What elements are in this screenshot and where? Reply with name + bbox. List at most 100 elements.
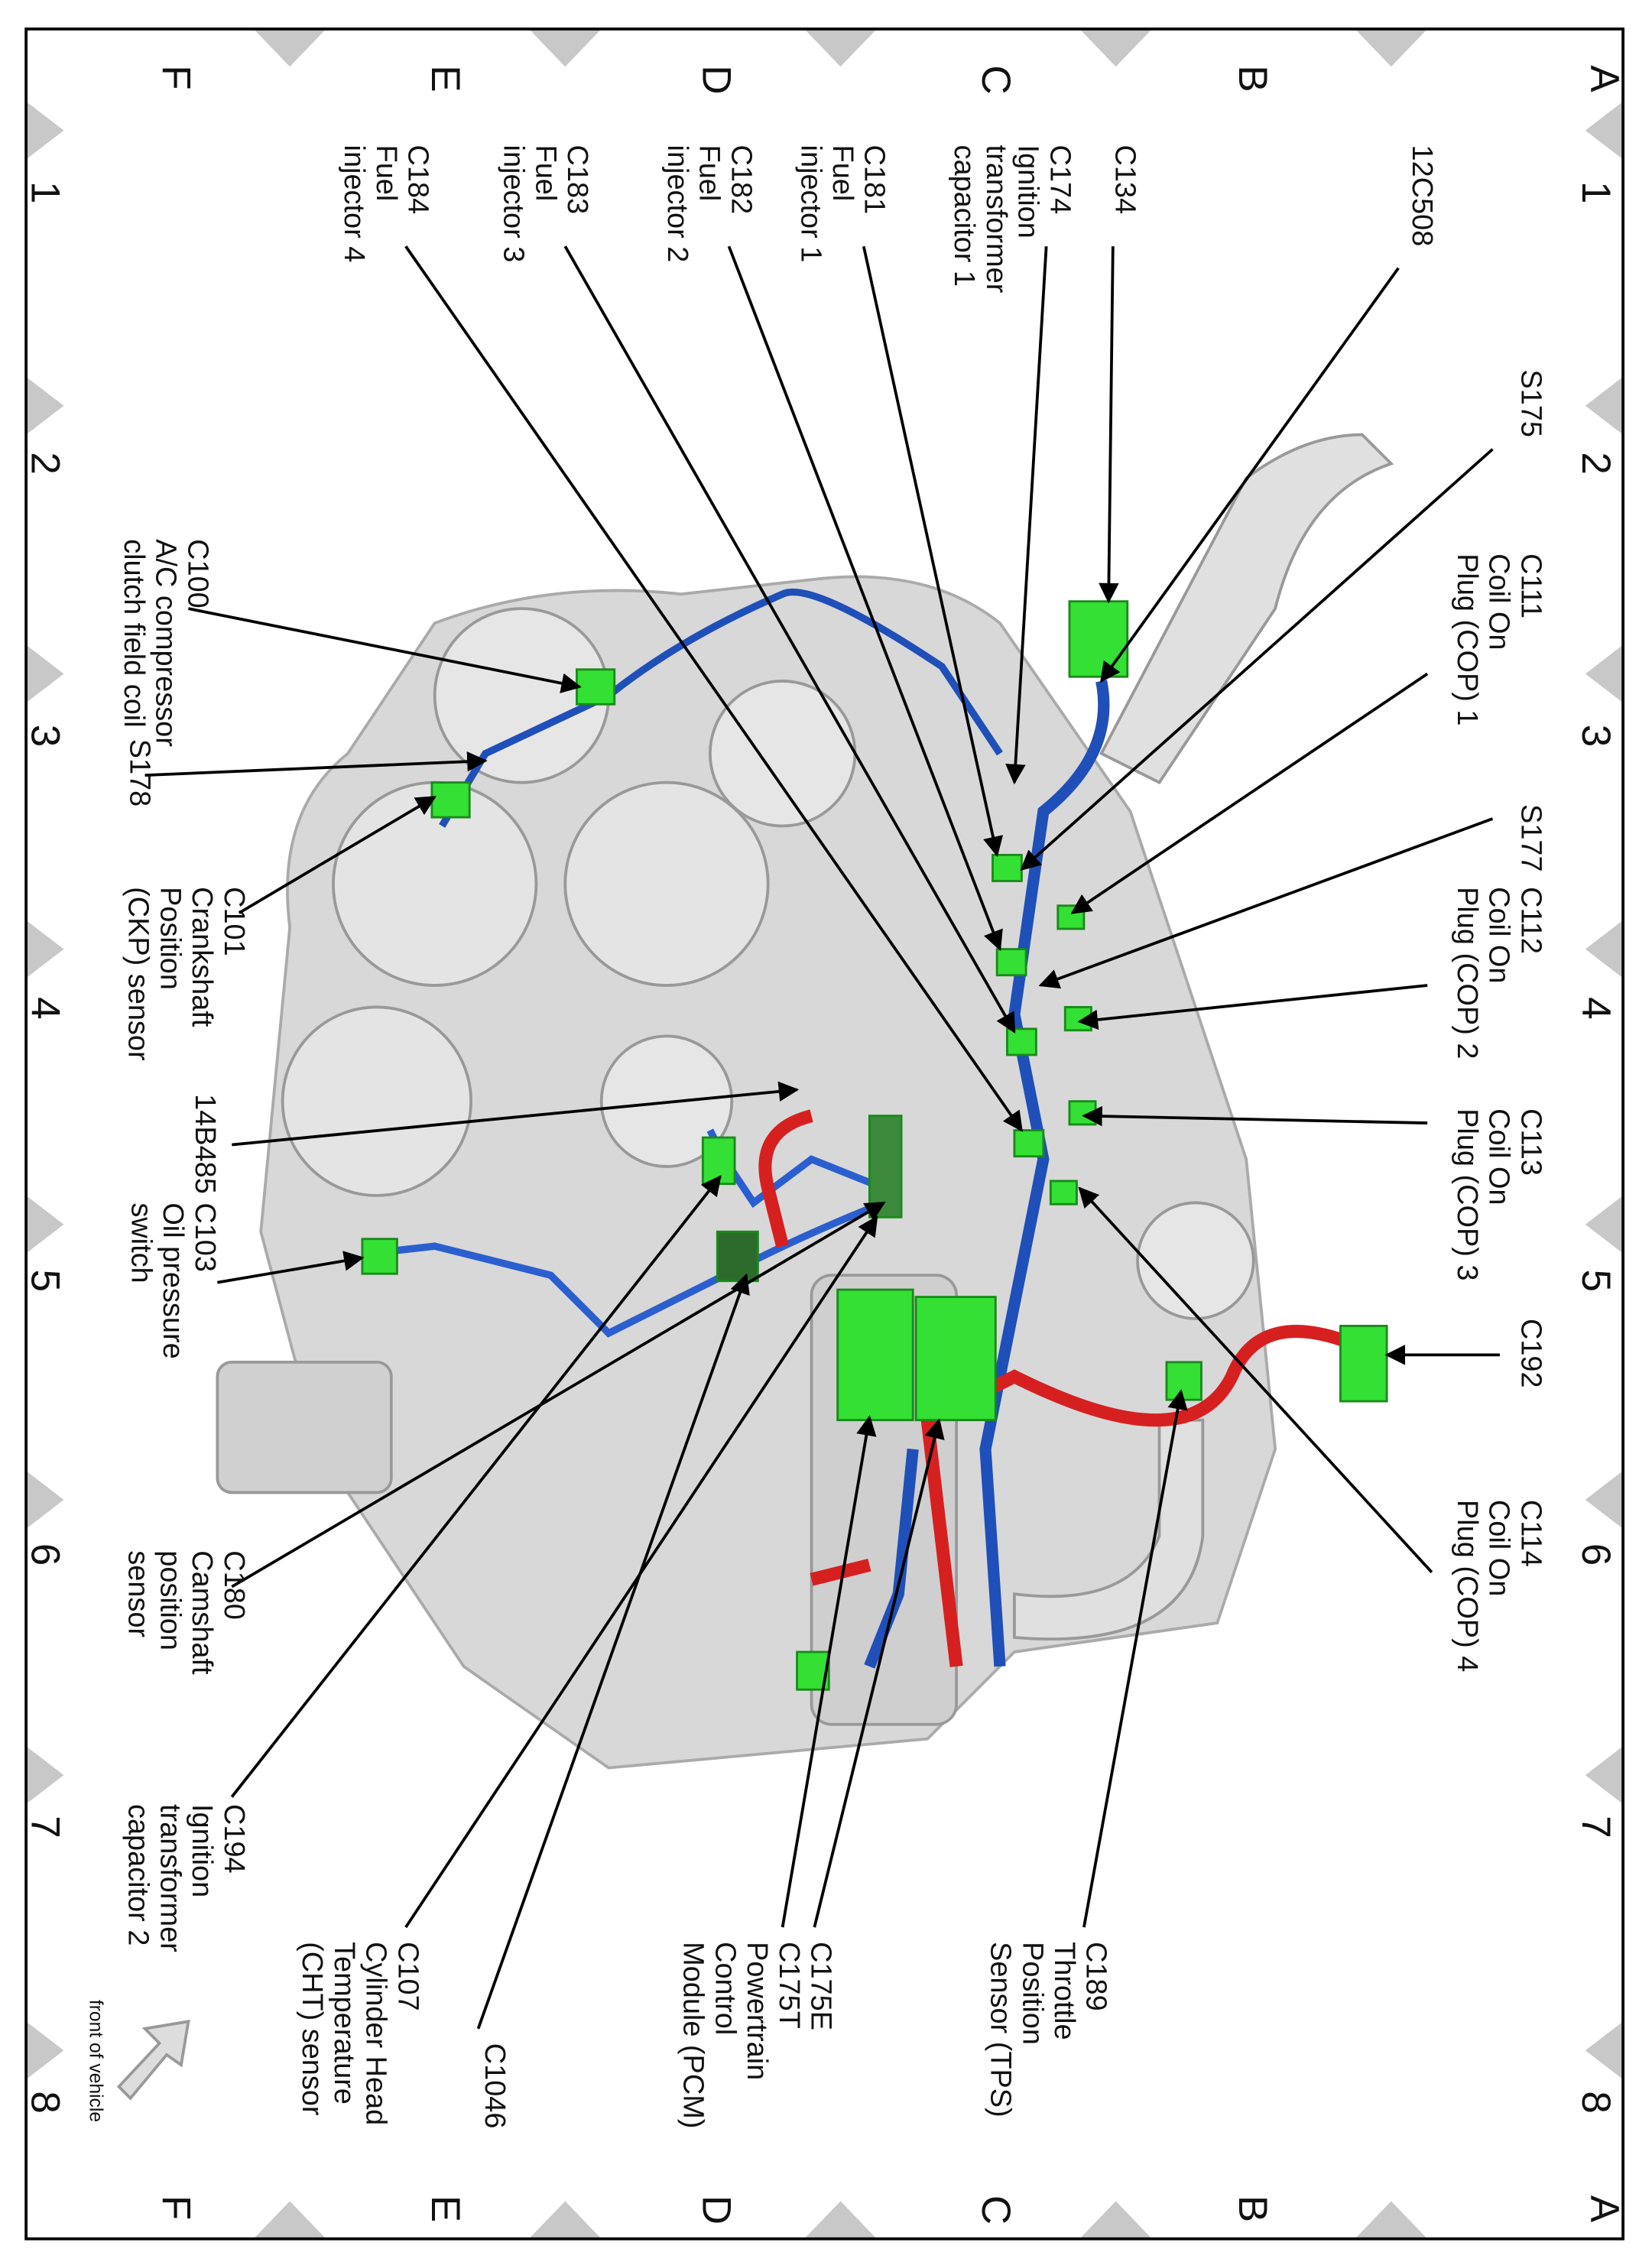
marker [1585,920,1624,978]
marker [26,1746,64,1804]
orientation-note: front of vehicle [86,2000,106,2122]
leader-lines [144,245,1500,2030]
callout-label: Plug (COP) 2 [1451,887,1483,1059]
row-label: A [1582,2195,1627,2223]
callout-label: injector 4 [338,145,370,263]
callout-label: S178 [124,739,156,807]
callout-label: C189 [1080,1942,1112,2011]
callout-label: (CKP) sensor [122,887,154,1060]
row-label: F [153,2195,198,2220]
leader-line [144,751,488,777]
callout-label: Fuel [529,145,561,202]
callout-label: C1046 [479,2043,511,2129]
callout-label: S175 [1514,369,1547,437]
leader-line [1100,267,1400,683]
callout-label: C103 [189,1202,221,1272]
callout-label: Fuel [693,145,725,202]
leader-line [232,1081,800,1147]
column-label: 6 [1573,1543,1618,1566]
callout-label: Plug (COP) 4 [1451,1500,1483,1672]
leader-line [1078,1186,1433,1573]
callout-label: C114 [1514,1500,1547,1567]
leader-line [188,607,582,693]
marker [1079,2201,1153,2239]
leader-line [1005,246,1048,785]
callout-label: C180 [218,1550,250,1620]
leader-line [1099,246,1119,604]
callout-label: sensor [122,1550,154,1637]
marker [1585,101,1624,160]
column-label: 2 [23,452,68,475]
row-label: C [973,2195,1018,2225]
leader-line [563,245,1016,1034]
callout-label: C112 [1514,887,1547,954]
column-label: 8 [1573,2091,1618,2114]
leader-line [476,1273,750,2030]
marker [1585,376,1624,435]
callout-label: Coil On [1483,553,1515,650]
callout-label: C184 [402,145,434,215]
marker [1355,2201,1428,2239]
callout-label: position [154,1550,186,1650]
leader-line [1070,672,1429,914]
column-label: 2 [1573,452,1618,475]
callout-label: Temperature [328,1942,360,2105]
leader-line [813,1418,945,1928]
callout-label: Coil On [1483,887,1515,983]
marker [1585,1471,1624,1529]
callout-label: Throttle [1048,1942,1080,2040]
marker [1079,28,1153,67]
column-label: 1 [23,181,68,204]
row-label: B [1230,65,1275,92]
marker [528,2201,602,2239]
row-label: B [1230,2195,1275,2222]
row-label: C [973,65,1018,94]
callout-label: C101 [218,887,250,956]
callout-label: A/C compressor [150,539,182,747]
leader-line [781,1415,877,1928]
column-label: 1 [1573,181,1618,204]
leader-line [230,1175,722,1798]
marker [26,644,64,703]
callout-label: Coil On [1483,1108,1515,1205]
column-label: 8 [23,2091,68,2114]
callout-label: C181 [858,145,891,215]
marker [528,28,602,67]
callout-label: C182 [725,145,757,215]
leader-line [1020,448,1494,871]
callout-label: 14B485 [189,1094,221,1194]
callout-label: C107 [391,1942,424,2011]
callout-label: capacitor 2 [122,1804,154,1946]
callout-label: S177 [1514,804,1547,872]
border-markers [26,28,1624,2239]
leader-line [231,1201,886,1589]
row-label: F [153,65,198,89]
callout-label: Crankshaft [186,887,218,1027]
callout-label: switch [125,1202,157,1283]
callout-label: Position [1016,1942,1048,2045]
leader-line [217,1251,365,1284]
callout-label: C113 [1514,1108,1547,1176]
leader-line [862,245,1004,857]
marker [1585,2021,1624,2080]
callout-label: capacitor 1 [948,145,980,287]
column-label: 6 [23,1543,68,1566]
callout-label: Plug (COP) 1 [1451,553,1483,725]
marker [26,101,64,160]
callout-label: (CHT) sensor [296,1942,328,2115]
leader-line [727,245,1003,952]
callout-label: Position [154,887,186,990]
callout-label: Oil pressure [157,1202,189,1358]
marker [1585,1746,1624,1804]
marker [804,2201,877,2239]
marker [26,376,64,435]
marker [804,28,877,67]
row-label: E [423,2195,468,2222]
callout-label: Plug (COP) 3 [1451,1108,1483,1280]
callout-label: C100 [181,539,213,609]
leader-line [1038,817,1494,989]
callout-label: C192 [1514,1319,1547,1388]
callout-label: transformer [980,145,1012,294]
